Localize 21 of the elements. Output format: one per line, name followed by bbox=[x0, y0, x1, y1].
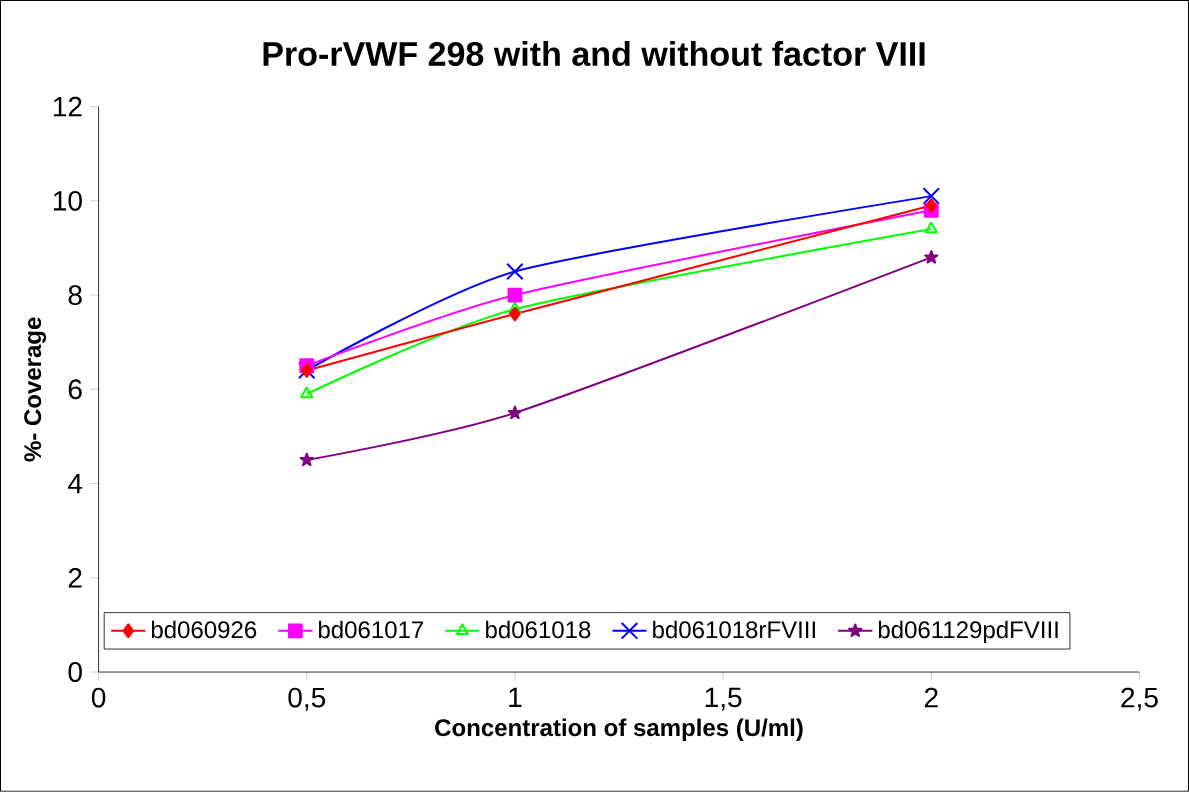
x-tick-label: 0 bbox=[91, 687, 106, 708]
y-tick-label: 0 bbox=[68, 662, 82, 683]
x-axis-title: Concentration of samples (U/ml) bbox=[435, 718, 803, 742]
y-tick-label: 12 bbox=[53, 96, 82, 117]
y-tick-label: 4 bbox=[68, 474, 83, 494]
legend-label: bd060926 bbox=[151, 620, 257, 639]
y-axis-title: %- Coverage bbox=[24, 317, 47, 462]
legend-label: bd061018 bbox=[486, 620, 591, 639]
x-tick-label: 1,5 bbox=[705, 687, 742, 711]
x-tick-label: 2 bbox=[924, 687, 938, 708]
x-tick-label: 1 bbox=[509, 687, 522, 708]
x-tick-label: 2,5 bbox=[1121, 687, 1158, 711]
chart-title: Pro-rVWF 298 with and without factor VIII bbox=[263, 41, 925, 67]
legend-label: bd061018rFVIII bbox=[653, 620, 815, 639]
y-tick-label: 10 bbox=[53, 191, 82, 211]
y-tick-label: 2 bbox=[68, 568, 82, 588]
y-tick-label: 8 bbox=[68, 285, 82, 306]
y-tick-label: 6 bbox=[68, 379, 82, 400]
x-tick-label: 0,5 bbox=[288, 687, 326, 711]
legend-label: bd061129pdFVIII bbox=[878, 620, 1058, 644]
legend-label: bd061017 bbox=[318, 620, 424, 639]
